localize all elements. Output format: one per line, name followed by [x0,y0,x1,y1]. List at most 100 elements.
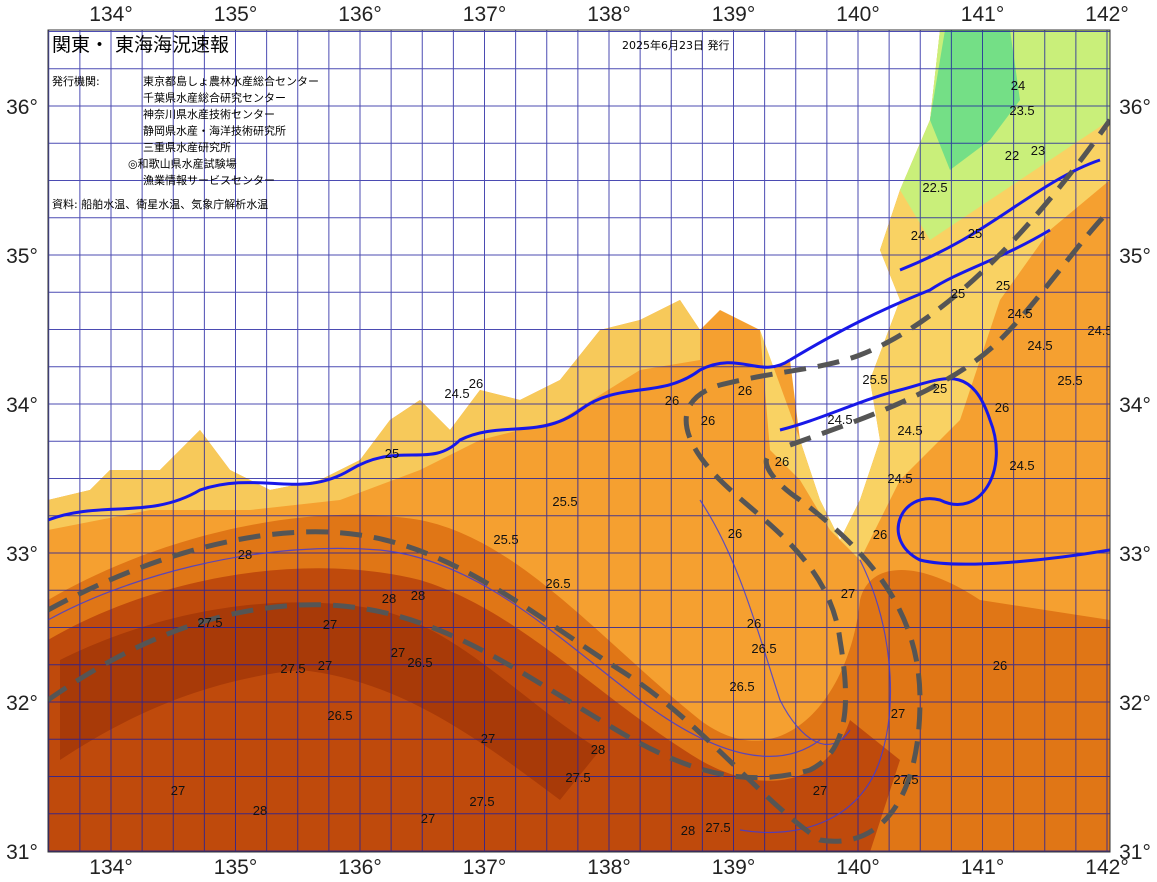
contour-label: 27 [323,617,337,632]
contour-label: 25.5 [1057,373,1082,388]
contour-label: 23 [1031,143,1045,158]
contour-label: 25 [951,286,965,301]
contour-label: 27 [841,586,855,601]
longitude-label: 142° [1085,856,1128,879]
longitude-label: 140° [836,3,879,26]
longitude-label: 136° [338,856,381,879]
longitude-label: 141° [961,3,1004,26]
thin-isotherms [48,499,891,834]
longitude-label: 140° [836,856,879,879]
agency: 千葉県水産総合研究センター [143,91,286,105]
kuroshio-core-dark [60,602,600,800]
latitude-label: 31° [6,841,38,864]
contour-label: 25 [385,446,399,461]
contour-label: 27 [813,783,827,798]
source: 資料: 船舶水温、衛星水温、気象庁解析水温 [52,197,268,211]
latitude-label: 32° [6,692,38,715]
contour-label: 28 [382,591,396,606]
agency: 三重県水産研究所 [143,140,231,154]
longitude-label: 137° [463,3,506,26]
contour-label: 26 [728,526,742,541]
contour-label: 27.5 [280,661,305,676]
contour-label: 26.5 [545,576,570,591]
cold-water-green-dark [930,30,1020,170]
latitude-label: 34° [1119,394,1151,417]
contour-label: 24.5 [887,471,912,486]
contour-label: 22 [1005,148,1019,163]
latitude-label: 31° [1119,841,1151,864]
contour-label: 26 [995,400,1009,415]
latitude-label: 36° [6,96,38,119]
contour-label: 24 [911,228,925,243]
longitude-label: 134° [89,3,132,26]
latitude-label: 33° [6,543,38,566]
contour-label: 25 [996,278,1010,293]
contour-label: 27 [318,658,332,673]
contour-label: 27 [481,731,495,746]
isotherm [48,358,791,522]
contour-labels: 24 23.5 22 23 22.5 24 25 25 24.5 24.5 24.5 25 25.5 24… [171,78,1112,838]
latitude-label: 35° [6,245,38,268]
contour-label: 25 [968,226,982,241]
contour-label: 26 [665,393,679,408]
agency: 静岡県水産・海洋技術研究所 [143,124,286,138]
map-frame [47,29,1111,853]
longitude-label: 135° [214,3,257,26]
map-area: 24 23.5 22 23 22.5 24 25 25 24.5 24.5 24.5 25 25.5 24… [48,30,1112,852]
latitude-label: 33° [1119,543,1151,566]
contour-label: 26 [873,527,887,542]
agency: 漁業情報サービスセンター [143,173,275,187]
contour-label: 25 [933,381,947,396]
contour-label: 24.5 [1009,458,1034,473]
agency: 神奈川県水産技術センター [143,107,275,121]
latitude-label: 34° [6,394,38,417]
isotherm [699,499,851,745]
contour-label: 26.5 [751,641,776,656]
contour-label: 26.5 [729,679,754,694]
contour-label: 27 [171,783,185,798]
contour-label: 24.5 [1007,306,1032,321]
contour-label: 24.5 [444,386,469,401]
contour-label: 28 [238,547,252,562]
contour-label: 27 [391,645,405,660]
contour-label: 26 [993,658,1007,673]
contour-label: 27 [421,811,435,826]
contour-label: 24.5 [1027,338,1052,353]
contour-label: 27.5 [705,820,730,835]
contour-label: 26.5 [407,655,432,670]
contour-label: 28 [253,803,267,818]
agencies-label: 発行機関: [52,74,100,88]
kuroshio-axis [48,118,1110,844]
contour-label: 27.5 [565,770,590,785]
longitude-label: 134° [89,856,132,879]
longitude-label: 135° [214,856,257,879]
longitude-label: 142° [1085,3,1128,26]
contour-label: 23.5 [1009,103,1034,118]
contour-label: 26.5 [327,708,352,723]
axis-line [48,452,923,844]
isotherm [48,547,821,757]
agency: ◎和歌山県水産試験場 [128,157,237,171]
latitude-label: 36° [1119,96,1151,119]
contour-label: 26 [747,616,761,631]
longitude-label: 138° [587,856,630,879]
axis-line [789,208,1110,448]
isotherms [48,158,1110,566]
contour-label: 24 [1011,78,1025,93]
contour-label: 27.5 [893,772,918,787]
contour-label: 22.5 [922,180,947,195]
contour-label: 26 [738,383,752,398]
latitude-label: 35° [1119,245,1151,268]
contour-label: 25.5 [552,494,577,509]
axes: 134° 134° 135° 135° 136° 136° 137° 137° 138° 138°… [6,3,1151,879]
contour-label: 26 [775,454,789,469]
longitude-label: 138° [587,3,630,26]
isotherm [779,377,1110,566]
contour-label: 24.5 [1087,323,1112,338]
issue-date: 2025年6月23日 発行 [622,38,730,52]
contour-label: 28 [681,823,695,838]
sea-coast-yellow [48,300,700,530]
contour-label: 25.5 [862,372,887,387]
contour-label: 28 [411,588,425,603]
